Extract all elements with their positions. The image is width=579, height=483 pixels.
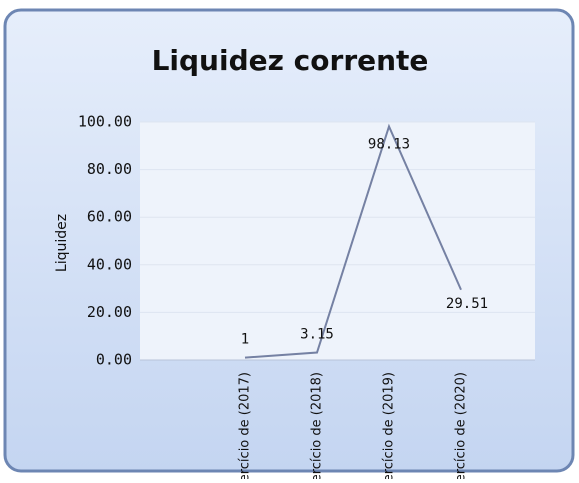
plot-area [140,122,535,360]
x-tick-label: Exercício de (2017) [238,372,253,479]
line-series [244,123,462,359]
y-tick-label: 40.00 [87,255,132,273]
data-label: 3.15 [300,327,334,343]
data-label: 29.51 [446,296,488,312]
chart-title: Liquidez corrente [152,44,429,77]
x-tick-label: Exercício de (2018) [310,372,325,479]
data-label: 1 [241,332,249,348]
y-tick-label: 80.00 [87,160,132,178]
y-tick-label: 60.00 [87,208,132,226]
y-tick-label: 100.00 [78,113,132,131]
y-axis-label: Liquidez [54,214,70,272]
y-tick-label: 0.00 [96,351,132,369]
data-label: 98.13 [368,136,410,152]
y-tick-label: 20.00 [87,303,132,321]
x-tick-label: Exercício de (2019) [382,372,397,479]
x-tick-label: Exercício de (2020) [454,372,469,479]
